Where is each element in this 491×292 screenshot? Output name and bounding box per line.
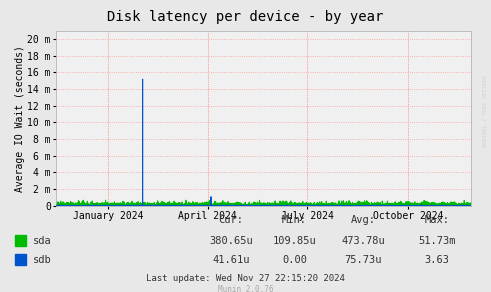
Text: 3.63: 3.63	[425, 255, 449, 265]
Text: 380.65u: 380.65u	[209, 236, 253, 246]
Text: RRDTOOL / TOBI OETIKER: RRDTOOL / TOBI OETIKER	[483, 75, 488, 147]
Text: 41.61u: 41.61u	[212, 255, 249, 265]
Text: 0.00: 0.00	[282, 255, 307, 265]
Text: 109.85u: 109.85u	[273, 236, 317, 246]
Text: sda: sda	[33, 236, 52, 246]
Text: Last update: Wed Nov 27 22:15:20 2024: Last update: Wed Nov 27 22:15:20 2024	[146, 274, 345, 283]
Text: 51.73m: 51.73m	[418, 236, 456, 246]
Text: Max:: Max:	[425, 215, 449, 225]
Text: Cur:: Cur:	[218, 215, 243, 225]
Text: Avg:: Avg:	[351, 215, 376, 225]
Text: Disk latency per device - by year: Disk latency per device - by year	[108, 10, 383, 24]
Text: sdb: sdb	[33, 255, 52, 265]
Text: Munin 2.0.76: Munin 2.0.76	[218, 285, 273, 292]
Text: 473.78u: 473.78u	[341, 236, 385, 246]
Text: Min:: Min:	[282, 215, 307, 225]
Y-axis label: Average IO Wait (seconds): Average IO Wait (seconds)	[15, 45, 25, 192]
Text: 75.73u: 75.73u	[345, 255, 382, 265]
